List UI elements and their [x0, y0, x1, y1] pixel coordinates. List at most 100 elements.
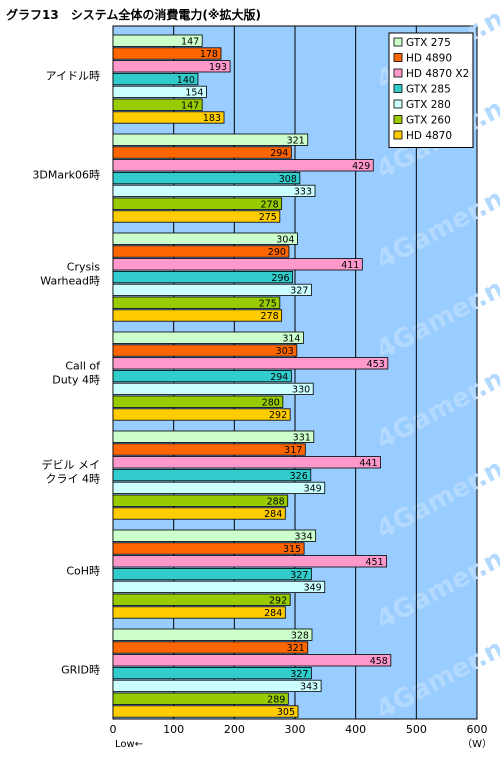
data-label: 343 — [300, 682, 318, 693]
bar — [112, 555, 388, 568]
bar — [112, 344, 298, 357]
x-tick-label: 0 — [110, 723, 117, 736]
bar — [112, 146, 292, 159]
category-label-line: Warhead時 — [40, 275, 100, 288]
data-label: 296 — [271, 273, 289, 284]
data-label: 278 — [261, 199, 279, 210]
data-label: 334 — [294, 531, 312, 542]
bar — [112, 159, 374, 172]
bar — [112, 296, 281, 309]
bar — [112, 73, 199, 86]
data-label: 349 — [304, 583, 322, 594]
x-tick-label: 300 — [285, 723, 306, 736]
data-label: 333 — [294, 187, 312, 198]
bar — [112, 369, 292, 383]
x-axis-low-label: Low← — [115, 739, 143, 750]
bar — [112, 529, 317, 542]
data-label: 315 — [283, 544, 301, 555]
x-tick-label: 200 — [224, 723, 245, 736]
data-label: 290 — [268, 247, 286, 258]
legend: GTX 275 HD 4890 HD 4870 X2 GTX 285 GTX 280 GT… — [388, 32, 474, 148]
bar — [112, 456, 381, 469]
data-label: 284 — [264, 509, 282, 520]
bar — [112, 357, 389, 370]
legend-label: HD 4890 — [406, 53, 452, 65]
data-label: 278 — [261, 311, 279, 322]
data-label: 330 — [292, 385, 310, 396]
bar — [112, 443, 306, 456]
category-label-line: Crysis — [67, 261, 101, 274]
bar — [112, 133, 309, 146]
data-label: 317 — [284, 445, 302, 456]
bar — [112, 382, 314, 396]
data-label: 303 — [276, 346, 294, 357]
data-label: 140 — [177, 75, 195, 86]
category-label: デビル メイクライ 4時 — [42, 458, 101, 486]
data-label: 331 — [293, 432, 311, 443]
bar — [112, 98, 203, 111]
x-tick-label: 100 — [163, 723, 184, 736]
legend-label: GTX 280 — [406, 99, 451, 111]
bar — [112, 494, 289, 507]
data-label: 321 — [287, 643, 305, 654]
data-label: 294 — [270, 148, 288, 159]
bar — [112, 593, 291, 606]
data-label: 294 — [270, 372, 288, 383]
legend-label: GTX 275 — [406, 37, 451, 49]
category-label-line: Call of — [65, 360, 101, 373]
category-label-line: 3DMark06時 — [32, 169, 100, 182]
category-label: Call of Duty 4時 — [52, 360, 101, 387]
bar — [112, 654, 392, 667]
data-label: 308 — [279, 174, 297, 185]
category-label-line: CoH時 — [66, 565, 100, 578]
data-label: 292 — [269, 595, 287, 606]
legend-swatch — [393, 130, 403, 140]
chart-title: グラフ13 システム全体の消費電力(※拡大版) — [6, 8, 261, 22]
bar — [112, 283, 312, 297]
data-label: 193 — [209, 62, 227, 73]
data-label: 304 — [276, 234, 294, 245]
data-label: 275 — [259, 212, 277, 223]
bar — [112, 568, 312, 581]
legend-swatch — [393, 99, 403, 109]
data-label: 147 — [181, 36, 199, 47]
x-axis: 0 100 200 300 400 500 600 Low← （W） — [110, 723, 493, 750]
category-label-line: クライ 4時 — [46, 473, 101, 486]
legend-label: HD 4870 X2 — [406, 68, 469, 80]
bar-layer: 1471781931401541471833212944293083332782… — [112, 34, 392, 718]
category-label: 3DMark06時 — [32, 169, 100, 182]
data-label: 292 — [269, 410, 287, 421]
data-label: 178 — [200, 49, 218, 60]
category-label-line: デビル メイ — [42, 458, 101, 472]
legend-swatch — [393, 68, 403, 78]
data-label: 327 — [290, 669, 308, 680]
category-label: アイドル時 — [46, 70, 100, 83]
legend-swatch — [393, 53, 403, 62]
bar — [112, 258, 363, 271]
bar — [112, 481, 326, 495]
bar — [112, 606, 286, 619]
data-label: 183 — [203, 113, 221, 124]
legend-swatch — [393, 84, 403, 93]
legend-swatch — [393, 115, 403, 124]
category-label-line: Duty 4時 — [52, 374, 100, 387]
legend-label: HD 4870 — [406, 130, 452, 142]
data-label: 429 — [352, 161, 370, 172]
data-label: 284 — [264, 608, 282, 619]
bar — [112, 171, 301, 185]
data-label: 441 — [359, 458, 377, 469]
bar — [112, 60, 231, 73]
data-label: 451 — [365, 557, 383, 568]
category-labels: アイドル時 3DMark06時 Crysis Warhead時 Call of Duty … — [32, 70, 101, 677]
data-label: 327 — [290, 570, 308, 581]
bar — [112, 468, 312, 482]
data-label: 411 — [341, 260, 359, 271]
bar — [112, 184, 316, 197]
bar — [112, 270, 293, 284]
x-tick-label: 600 — [467, 723, 488, 736]
data-label: 453 — [367, 359, 385, 370]
bar — [112, 309, 283, 322]
data-label: 289 — [267, 694, 285, 705]
data-label: 327 — [290, 286, 308, 297]
legend-label: GTX 260 — [406, 115, 451, 127]
